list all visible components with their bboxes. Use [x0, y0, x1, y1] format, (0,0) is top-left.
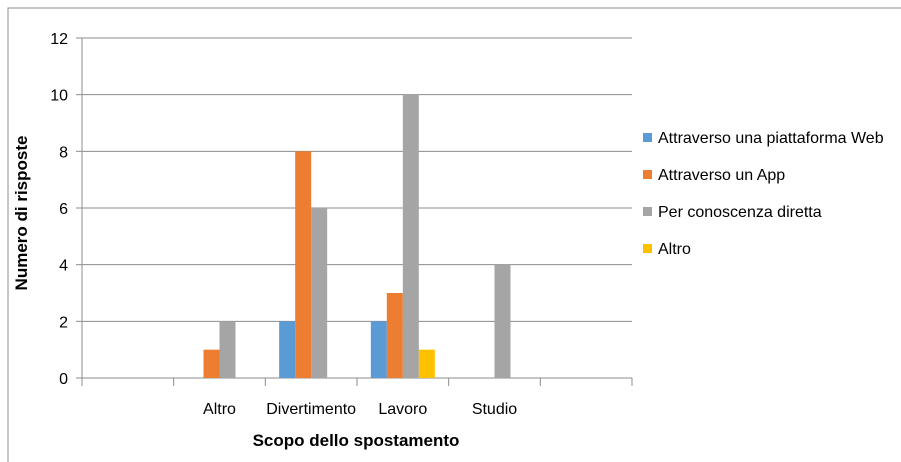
bar: [494, 264, 511, 378]
y-tick-label: 0: [59, 371, 68, 388]
bar: [279, 321, 296, 378]
chart-border: [7, 7, 901, 462]
x-axis-title: Scopo dello spostamento: [253, 431, 460, 450]
legend-swatch: [643, 207, 652, 216]
bar: [203, 349, 220, 378]
x-axis: [81, 377, 633, 386]
bar: [295, 151, 312, 378]
y-axis-ticks: 0 2 4 6 8 10 12: [50, 31, 83, 388]
y-tick-label: 2: [59, 314, 68, 331]
legend-label: Attraverso una piattaforma Web: [658, 130, 884, 147]
legend-swatch: [643, 244, 652, 253]
y-tick-label: 4: [59, 258, 68, 275]
legend-swatch: [643, 170, 652, 179]
bar: [370, 321, 387, 378]
gridlines: [82, 37, 632, 322]
bar: [219, 321, 236, 378]
y-tick-label: 8: [59, 144, 68, 161]
legend-swatch: [643, 133, 652, 142]
legend-label: Altro: [658, 241, 691, 258]
x-tick-label: Divertimento: [266, 401, 356, 418]
legend-label: Per conoscenza diretta: [658, 204, 822, 221]
legend: Attraverso una piattaforma Web Attraverso…: [643, 130, 884, 258]
x-tick-label: Lavoro: [378, 401, 427, 418]
x-axis-labels: Altro Divertimento Lavoro Studio: [203, 401, 517, 418]
bar: [418, 349, 435, 378]
x-tick-label: Altro: [203, 401, 236, 418]
y-tick-label: 12: [50, 31, 68, 48]
bar: [386, 293, 403, 378]
bar: [311, 208, 328, 378]
y-tick-label: 10: [50, 88, 68, 105]
bars: [203, 94, 511, 379]
x-tick-label: Studio: [472, 401, 517, 418]
legend-label: Attraverso un App: [658, 167, 785, 184]
y-axis-title: Numero di risposte: [12, 136, 31, 291]
bar: [402, 94, 419, 379]
y-tick-label: 6: [59, 201, 68, 218]
